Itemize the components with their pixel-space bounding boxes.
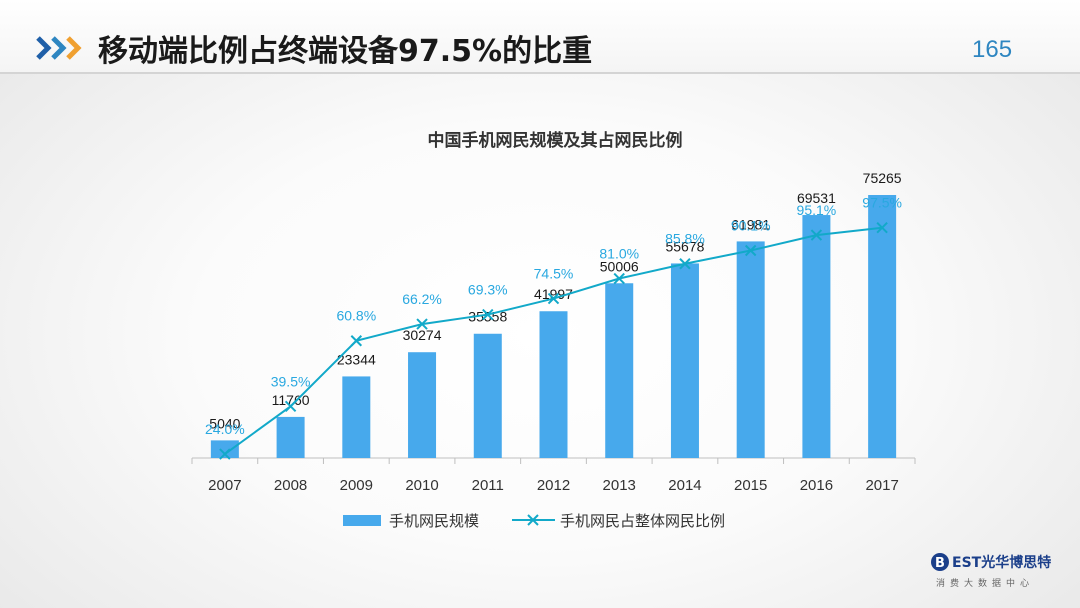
line-marker (350, 335, 363, 347)
line-value-label: 95.1% (797, 202, 837, 218)
header-divider (0, 72, 1080, 74)
bar-value-label: 75265 (863, 170, 902, 186)
line-marker (482, 308, 494, 321)
bar-value-label: 50006 (600, 258, 639, 274)
bar-value-label: 23344 (337, 351, 376, 367)
line-marker (416, 318, 428, 330)
line-marker (613, 272, 625, 285)
bar (736, 241, 765, 458)
line-marker (219, 448, 231, 460)
header-bar (0, 0, 1080, 74)
x-tick-label: 2015 (734, 477, 767, 494)
bar-value-label: 41997 (534, 286, 573, 302)
bar-value-label: 55678 (665, 238, 704, 254)
brand-name: EST光华博思特 (952, 555, 1052, 571)
brand-mark-icon: B (931, 553, 949, 571)
bar (670, 263, 699, 458)
line-marker (679, 258, 691, 270)
bar (276, 416, 305, 458)
bar (539, 311, 568, 458)
bar-value-label: 69531 (797, 190, 836, 206)
legend-bar-label: 手机网民规模 (389, 512, 479, 530)
legend-line-marker (527, 514, 539, 526)
line-value-label: 66.2% (402, 291, 442, 307)
x-tick-label: 2013 (603, 477, 636, 494)
x-tick-label: 2011 (472, 477, 504, 494)
bar-value-label: 5040 (209, 415, 240, 431)
brand-logo: B EST光华博思特 消费大数据中心 (930, 552, 1070, 596)
bar-value-label: 30274 (403, 327, 442, 343)
line-value-label: 60.8% (336, 308, 376, 324)
line-marker (744, 244, 757, 257)
bar-value-label: 61981 (731, 216, 770, 232)
chart-title: 中国手机网民规模及其占网民比例 (428, 130, 683, 151)
bar (408, 352, 437, 458)
bar (605, 283, 634, 458)
bar (802, 215, 831, 458)
legend-bar-swatch (343, 515, 381, 526)
legend-line-label: 手机网民占整体网民比例 (560, 512, 725, 530)
x-tick-label: 2016 (800, 477, 833, 494)
line-value-label: 90.1% (731, 217, 771, 233)
brand-tagline: 消费大数据中心 (936, 579, 1035, 589)
line-marker (547, 292, 560, 305)
line-value-label: 97.5% (862, 195, 902, 211)
line-marker (284, 400, 297, 413)
x-tick-label: 2007 (208, 477, 241, 494)
x-tick-label: 2012 (537, 477, 570, 494)
line-marker (876, 221, 888, 234)
x-tick-label: 2017 (865, 477, 898, 494)
x-tick-label: 2014 (668, 477, 701, 494)
x-tick-label: 2008 (274, 477, 307, 494)
line-value-label: 85.8% (665, 231, 705, 247)
page-number: 165 (972, 36, 1013, 63)
bar (210, 440, 239, 458)
line-value-label: 74.5% (534, 266, 574, 282)
svg-text:B: B (935, 556, 945, 571)
x-tick-label: 2009 (340, 477, 373, 494)
line-marker (810, 229, 823, 241)
page-title: 移动端比例占终端设备97.5%的比重 (98, 34, 593, 69)
line-value-label: 39.5% (271, 373, 311, 389)
line-value-label: 69.3% (468, 282, 508, 298)
line-value-label: 24.0% (205, 421, 245, 437)
line-value-label: 81.0% (599, 246, 639, 262)
chevron-right-icon (36, 36, 82, 60)
x-tick-label: 2010 (405, 477, 438, 494)
bar (342, 376, 371, 458)
bar (868, 195, 897, 458)
bar (473, 333, 502, 458)
